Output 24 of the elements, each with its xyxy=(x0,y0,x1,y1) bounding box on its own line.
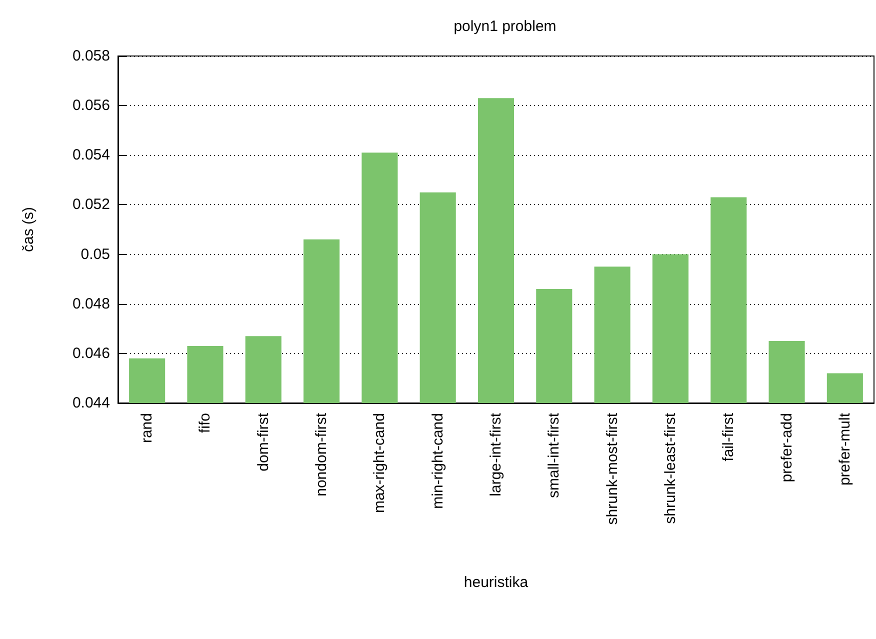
x-axis-title: heuristika xyxy=(464,574,529,591)
y-tick-label: 0.056 xyxy=(72,97,110,114)
y-tick-label: 0.044 xyxy=(72,394,110,412)
x-tick-label: small-int-first xyxy=(546,412,563,498)
y-axis-title: čas (s) xyxy=(20,206,37,252)
x-tick-label: shrunk-most-first xyxy=(604,412,621,525)
x-tick-label: rand xyxy=(138,413,156,444)
y-tick-label: 0.052 xyxy=(72,196,110,214)
x-tick-label: prefer-add xyxy=(778,413,796,482)
x-tick-label: max-right-cand xyxy=(371,413,388,514)
y-tick-label: 0.05 xyxy=(80,246,110,263)
x-tick-label: fail-first xyxy=(720,412,738,462)
y-tick-label: 0.058 xyxy=(72,48,110,64)
x-tick-label: fifo xyxy=(196,413,214,434)
x-tick-label: min-right-cand xyxy=(429,413,446,509)
x-tick-label: shrunk-least-first xyxy=(662,412,679,524)
chart-title: polyn1 problem xyxy=(454,18,556,35)
y-tick-label: 0.048 xyxy=(72,295,110,312)
x-tick-label: dom-first xyxy=(254,412,272,472)
y-tick-label: 0.054 xyxy=(72,146,110,164)
y-tick-label: 0.046 xyxy=(72,344,110,362)
x-tick-label: large-int-first xyxy=(488,412,504,496)
x-tick-label: nondom-first xyxy=(313,412,330,496)
x-tick-label: prefer-mult xyxy=(836,412,854,486)
